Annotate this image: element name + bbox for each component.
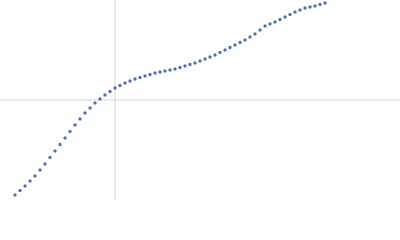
- point: [98, 97, 102, 101]
- point: [298, 8, 302, 12]
- point: [273, 20, 277, 24]
- point: [158, 70, 162, 74]
- point: [153, 71, 157, 75]
- point: [58, 142, 62, 147]
- point: [188, 62, 192, 67]
- point: [173, 67, 177, 71]
- point: [63, 136, 67, 140]
- point: [163, 69, 167, 73]
- point: [83, 111, 87, 115]
- point: [308, 5, 312, 9]
- point: [48, 155, 52, 160]
- point: [253, 32, 257, 36]
- point: [303, 6, 307, 10]
- point: [23, 184, 27, 188]
- point: [268, 22, 272, 26]
- point: [148, 72, 152, 77]
- point: [168, 68, 172, 72]
- point: [53, 149, 57, 153]
- point: [38, 168, 42, 172]
- point: [248, 35, 252, 39]
- point: [128, 79, 132, 83]
- point: [293, 10, 297, 14]
- point: [198, 59, 202, 63]
- point: [43, 162, 47, 166]
- point: [278, 17, 282, 22]
- point: [323, 1, 327, 5]
- point: [213, 53, 217, 57]
- point: [183, 64, 187, 68]
- point: [178, 65, 182, 70]
- point: [68, 129, 72, 134]
- point: [228, 45, 232, 50]
- chart: [0, 0, 400, 200]
- point: [108, 89, 112, 94]
- point: [18, 188, 22, 193]
- point: [138, 75, 142, 80]
- point: [318, 2, 322, 7]
- point: [238, 40, 242, 45]
- point: [93, 101, 97, 105]
- point: [243, 38, 247, 42]
- point: [88, 106, 92, 110]
- point: [113, 86, 117, 90]
- point: [313, 4, 317, 8]
- point: [13, 193, 17, 197]
- point: [143, 74, 147, 78]
- point: [193, 61, 197, 65]
- page: (() => { const data = JSON.parse(documen…: [0, 0, 400, 200]
- point: [78, 117, 82, 121]
- point: [118, 83, 122, 88]
- point: [73, 123, 77, 127]
- point: [33, 174, 37, 178]
- point: [223, 48, 227, 52]
- point: [203, 57, 207, 61]
- point: [123, 81, 127, 85]
- point: [258, 28, 262, 32]
- point: [218, 50, 222, 55]
- point: [133, 77, 137, 81]
- point: [28, 179, 32, 183]
- point: [263, 24, 267, 28]
- point: [208, 55, 212, 59]
- point: [103, 93, 107, 97]
- point: [288, 12, 292, 17]
- point: [283, 15, 287, 19]
- point: [233, 43, 237, 47]
